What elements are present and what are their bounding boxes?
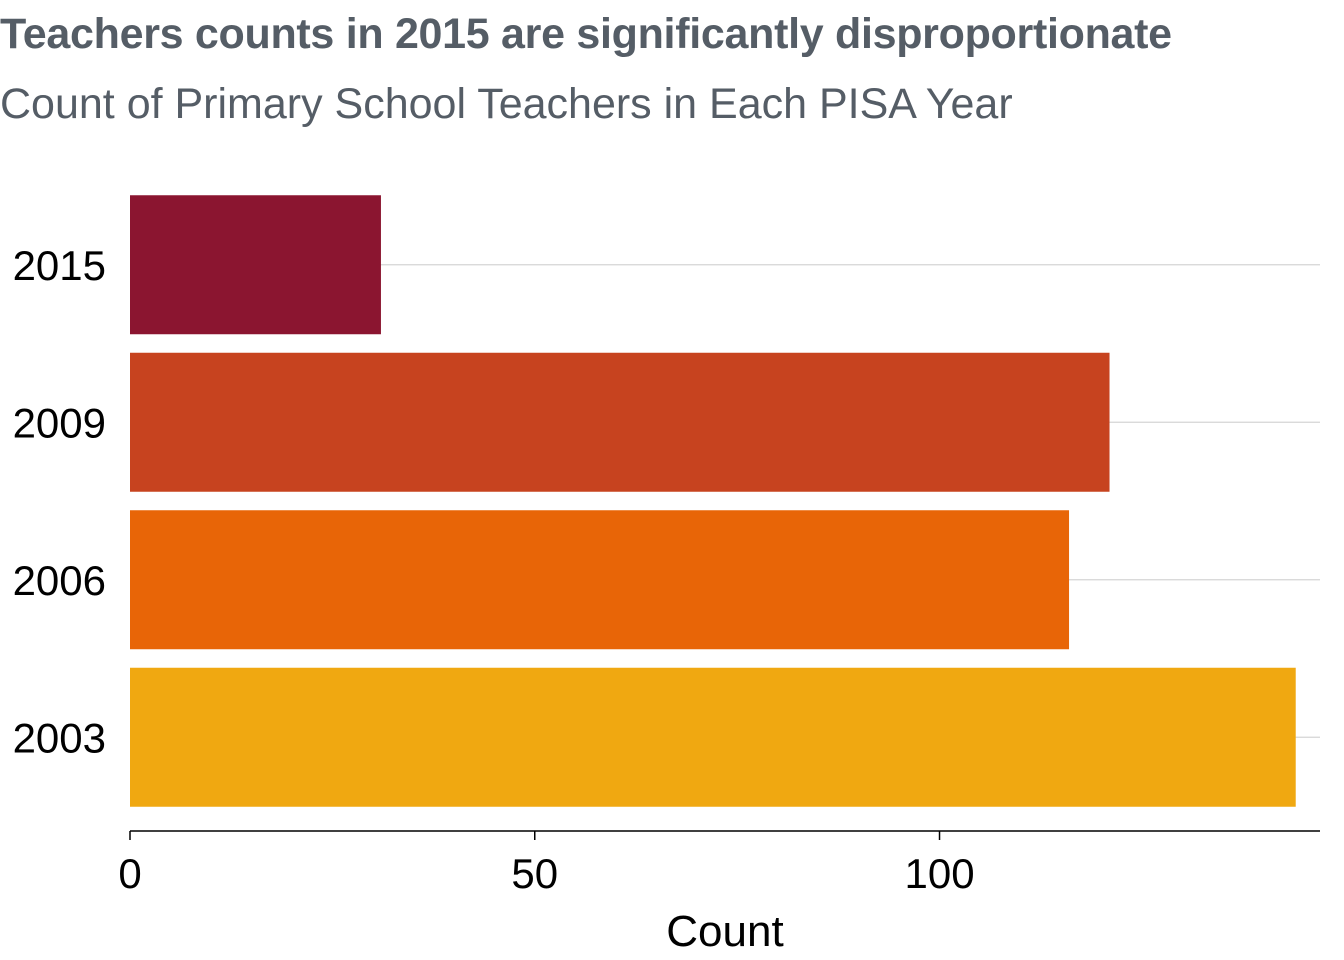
chart-subtitle: Count of Primary School Teachers in Each… bbox=[0, 80, 1013, 128]
y-tick-labels: 2015 2009 2006 2003 bbox=[13, 242, 106, 762]
x-tick-label-0: 0 bbox=[118, 850, 141, 897]
gridlines bbox=[130, 264, 1320, 738]
chart-title: Teachers counts in 2015 are significantl… bbox=[0, 10, 1172, 58]
y-tick-label-2009: 2009 bbox=[13, 399, 106, 446]
bar-2009 bbox=[130, 352, 1110, 492]
y-tick-label-2003: 2003 bbox=[13, 714, 106, 761]
x-tick-label-100: 100 bbox=[904, 850, 974, 897]
x-tick-label-50: 50 bbox=[511, 850, 558, 897]
bar-2006 bbox=[130, 510, 1070, 650]
bars bbox=[130, 195, 1296, 807]
bar-2003 bbox=[130, 667, 1296, 807]
y-tick-label-2015: 2015 bbox=[13, 242, 106, 289]
x-ticks: 0 50 100 bbox=[118, 831, 975, 897]
y-tick-label-2006: 2006 bbox=[13, 557, 106, 604]
x-axis-title: Count bbox=[666, 907, 783, 956]
bar-2015 bbox=[130, 195, 381, 335]
